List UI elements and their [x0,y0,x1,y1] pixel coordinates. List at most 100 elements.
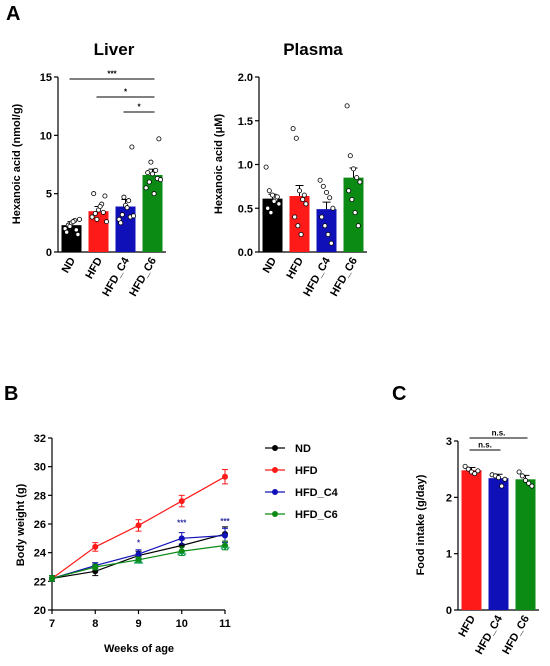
data-point [276,201,282,207]
y-tick-label: 26 [34,519,46,531]
bar [461,470,482,610]
panel-label-a: A [6,3,20,25]
chart-title: Plasma [283,40,343,59]
data-point [320,183,326,189]
data-point [73,227,79,233]
bodyweight-chart: Body weight (g) Weeks of age 20 22 24 26 28 3… [15,433,339,655]
data-point [94,216,100,222]
data-point [327,195,333,201]
x-tick-label: HFD [284,255,306,281]
data-point [89,214,95,220]
data-point [271,198,277,204]
data-point [67,223,73,229]
data-point [303,201,309,207]
x-tick-label: HFD [83,255,105,281]
data-point [268,210,274,216]
significance-label: *** [177,518,187,527]
x-tick-label: HFD_C6 [127,256,159,299]
data-point [222,542,228,549]
data-point [355,223,361,229]
data-point [75,231,81,237]
data-point [292,214,298,220]
data-point [146,179,152,185]
panel-label-c: C [392,383,406,405]
y-tick-label: 2 [446,492,452,504]
data-point [153,167,159,173]
data-point [119,212,125,218]
data-point [143,185,149,191]
data-point [475,468,481,474]
data-point [499,483,505,489]
legend-label: HFD [295,465,318,477]
data-point [296,188,302,194]
plasma-chart: Plasma Hexanoic acid (μM) 0.0 0.5 1.0 1.5 2.… [213,40,367,299]
data-point [263,164,269,170]
bar [142,175,163,252]
data-point [357,179,363,185]
significance-label: *** [107,70,117,79]
y-tick-label: 0 [446,605,452,617]
significance-label: * [124,88,128,97]
legend-label: HFD_C4 [295,487,339,499]
x-axis-label: Weeks of age [104,643,174,655]
y-tick-label: 1.5 [238,116,253,128]
data-point [64,229,70,235]
data-point [49,575,55,582]
y-axis-label: Body weight (g) [15,483,27,566]
data-point [135,556,142,563]
data-point [495,475,501,481]
y-tick-label: 0 [46,247,52,259]
data-point [344,103,350,109]
data-point [124,205,130,211]
bar [488,478,509,610]
chart-title: Liver [94,40,135,59]
y-tick-label: 22 [34,576,46,588]
x-tick-label: HFD [456,613,478,639]
significance-label: n.s. [478,441,492,450]
y-tick-label: 2.0 [238,72,253,84]
legend-swatch-marker [272,511,278,517]
panel-label-b: B [4,383,18,405]
significance-label: * [137,103,141,112]
data-point [350,166,356,172]
x-tick-label: HFD_C6 [500,614,532,657]
data-point [92,543,99,550]
data-point [269,192,275,198]
data-point [266,188,272,194]
data-point [347,153,353,159]
x-tick-label: HFD_C6 [328,256,360,299]
significance-label: n.s. [492,429,506,438]
data-point [126,198,132,204]
data-point [178,548,185,555]
legend-label: ND [295,443,311,455]
data-point [100,209,106,215]
data-point [472,471,478,477]
bar [343,177,364,252]
data-point [222,532,228,539]
data-point [178,498,185,505]
data-point [325,231,331,237]
data-point [156,136,162,142]
y-tick-label: 20 [34,605,46,617]
data-point [157,177,163,183]
x-tick-label: 7 [49,618,55,630]
data-point [265,205,271,211]
y-tick-label: 1 [446,549,452,561]
y-tick-label: 0.0 [238,247,253,259]
legend-swatch-marker [272,445,278,451]
data-point [70,219,76,225]
data-point [274,194,280,200]
significance-label: *** [177,551,187,560]
x-tick-label: ND [261,255,279,275]
data-point [91,191,97,197]
y-tick-label: 1.0 [238,160,253,172]
y-tick-label: 10 [40,130,52,142]
data-point [129,144,135,150]
data-point [118,220,124,226]
data-point [77,216,83,222]
significance-label: *** [220,517,230,526]
data-point [301,192,307,198]
data-point [92,564,99,570]
data-point [92,210,98,216]
bar [262,198,283,252]
